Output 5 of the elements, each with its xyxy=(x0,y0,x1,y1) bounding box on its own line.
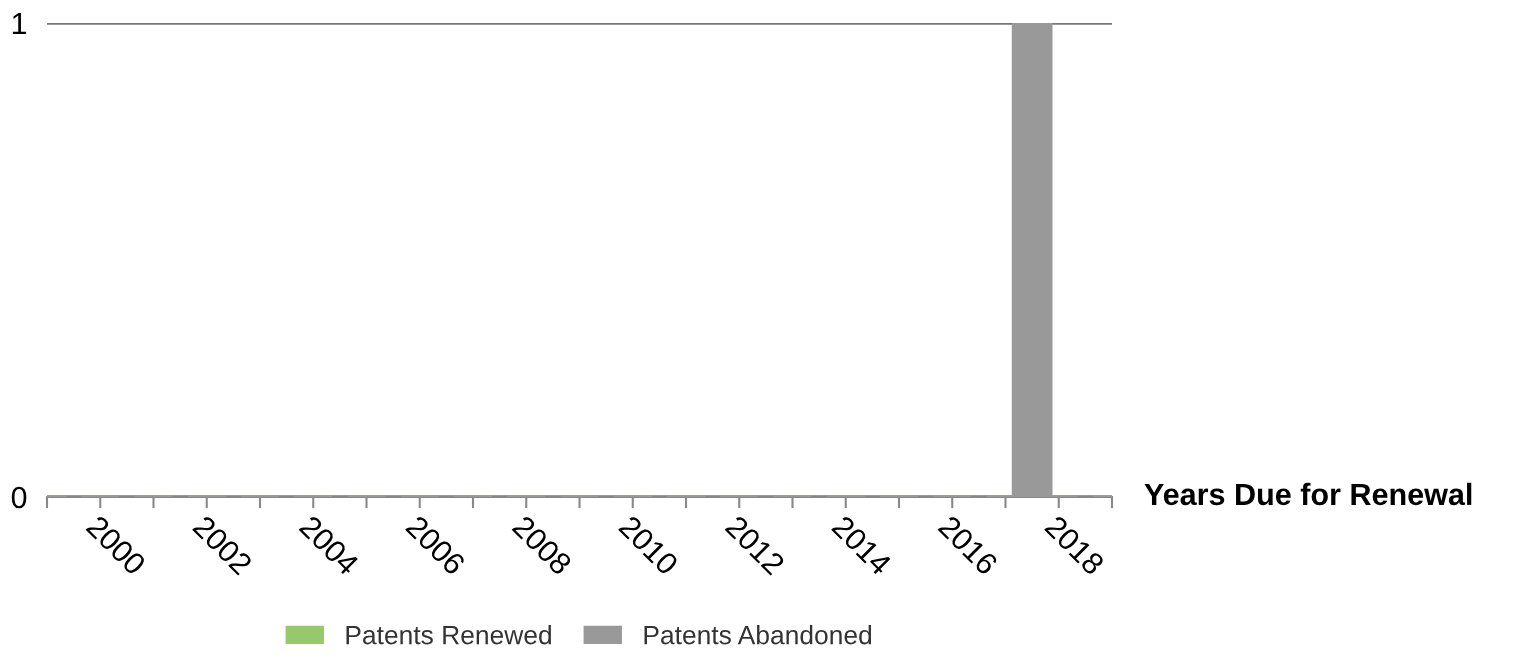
legend-label: Patents Abandoned xyxy=(644,625,872,645)
legend-label: Patents Renewed xyxy=(346,625,551,645)
x-axis-title: Years Due for Renewal xyxy=(1144,482,1472,506)
y-tick-label: 0 xyxy=(11,486,27,509)
y-tick-label: 1 xyxy=(12,13,27,35)
